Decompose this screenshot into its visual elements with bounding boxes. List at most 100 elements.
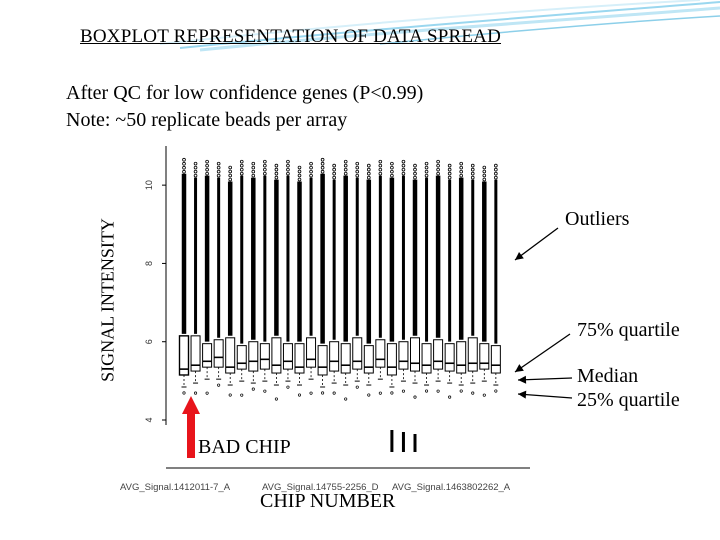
outlier-point — [390, 173, 394, 178]
outlier-point — [239, 159, 244, 164]
outlier-point — [470, 175, 475, 180]
box — [398, 341, 409, 370]
outlier-point — [355, 161, 360, 166]
outlier-point — [274, 171, 279, 176]
outlier-point — [228, 173, 233, 178]
outlier-point — [297, 165, 302, 170]
annotation-arrowhead — [518, 375, 527, 384]
box — [363, 345, 374, 374]
header-swoosh-decoration — [159, 0, 720, 52]
outlier-point — [436, 171, 440, 176]
low-outlier-point — [321, 391, 325, 395]
outlier-point — [205, 163, 209, 168]
outlier-point — [332, 167, 336, 172]
box — [375, 339, 386, 368]
outlier-point — [447, 171, 452, 176]
outlier-point — [366, 171, 371, 176]
outlier-point — [424, 169, 429, 174]
outlier-point — [482, 165, 487, 170]
outlier-point — [320, 161, 325, 166]
outlier-point — [216, 161, 221, 166]
outlier-point — [482, 169, 487, 174]
outlier-point — [378, 167, 383, 172]
box — [340, 343, 351, 374]
outlier-point — [494, 163, 498, 168]
outlier-point — [297, 169, 302, 174]
outlier-point — [309, 169, 313, 174]
outlier-point — [470, 167, 475, 172]
x-tick-label: AVG_Signal.1412011-7_A — [120, 482, 231, 493]
outlier-point — [286, 171, 290, 176]
outlier-point — [320, 157, 325, 162]
outlier-point — [205, 159, 209, 164]
outlier-point — [309, 173, 313, 178]
x-tick-label: AVG_Signal.14755-2256_D — [262, 482, 379, 493]
outlier-point — [459, 165, 464, 170]
box — [433, 339, 444, 370]
outlier-point — [401, 163, 406, 168]
outlier-point — [286, 163, 290, 168]
outlier-point — [494, 171, 498, 176]
outlier-point — [297, 177, 302, 182]
outlier-point — [413, 171, 417, 176]
outlier-point — [413, 163, 417, 168]
outlier-point — [263, 159, 267, 164]
outlier-point — [332, 163, 336, 168]
box — [352, 337, 363, 370]
outlier-point — [274, 167, 279, 172]
y-tick-label: 4 — [144, 417, 154, 422]
low-outlier-point — [355, 385, 359, 389]
outlier-point — [343, 159, 348, 164]
outlier-point — [182, 161, 186, 166]
outlier-point — [378, 159, 383, 164]
outlier-point — [413, 167, 417, 172]
low-outlier-point — [344, 397, 348, 401]
low-outlier-point — [413, 395, 417, 399]
outlier-point — [494, 167, 498, 172]
outlier-point — [320, 165, 325, 170]
low-outlier-point — [263, 389, 267, 393]
subtitle: After QC for low confidence genes (P<0.9… — [66, 80, 423, 134]
annotation-arrowhead — [515, 364, 524, 372]
low-outlier-point — [205, 391, 209, 395]
outlier-point — [366, 167, 371, 172]
outlier-point — [482, 177, 487, 182]
low-outlier-point — [448, 395, 452, 399]
box — [236, 345, 247, 370]
outlier-point — [366, 175, 371, 180]
outlier-point — [239, 163, 244, 168]
outlier-point — [193, 161, 198, 166]
low-outlier-point — [217, 383, 221, 387]
low-outlier-point — [390, 391, 394, 395]
outlier-point — [366, 163, 371, 168]
low-outlier-point — [424, 389, 429, 393]
outlier-point — [228, 177, 233, 182]
outlier-point — [251, 161, 256, 166]
outlier-point — [482, 173, 487, 178]
outlier-point — [274, 175, 279, 180]
bad-chip-label: BAD CHIP — [198, 436, 291, 458]
box — [410, 337, 420, 372]
outlier-point — [390, 169, 394, 174]
low-outlier-point — [309, 391, 313, 395]
outlier-point — [401, 171, 406, 176]
outlier-point — [286, 167, 290, 172]
box — [467, 337, 478, 372]
bad-chip-arrow-shaft — [187, 412, 195, 458]
outlier-point — [182, 157, 186, 162]
box — [294, 343, 305, 374]
low-outlier-point — [297, 393, 302, 397]
annotation-arrow — [514, 333, 571, 373]
q25-label: 25% quartile — [577, 389, 680, 411]
y-tick-label: 10 — [144, 180, 154, 190]
outlier-point — [494, 175, 498, 180]
box — [202, 343, 213, 368]
outlier-point — [309, 165, 313, 170]
outlier-point — [436, 163, 440, 168]
outlier-point — [297, 173, 302, 178]
outlier-point — [470, 163, 475, 168]
outlier-point — [251, 169, 256, 174]
outlier-point — [470, 171, 475, 176]
outlier-point — [263, 171, 267, 176]
box — [259, 343, 270, 370]
